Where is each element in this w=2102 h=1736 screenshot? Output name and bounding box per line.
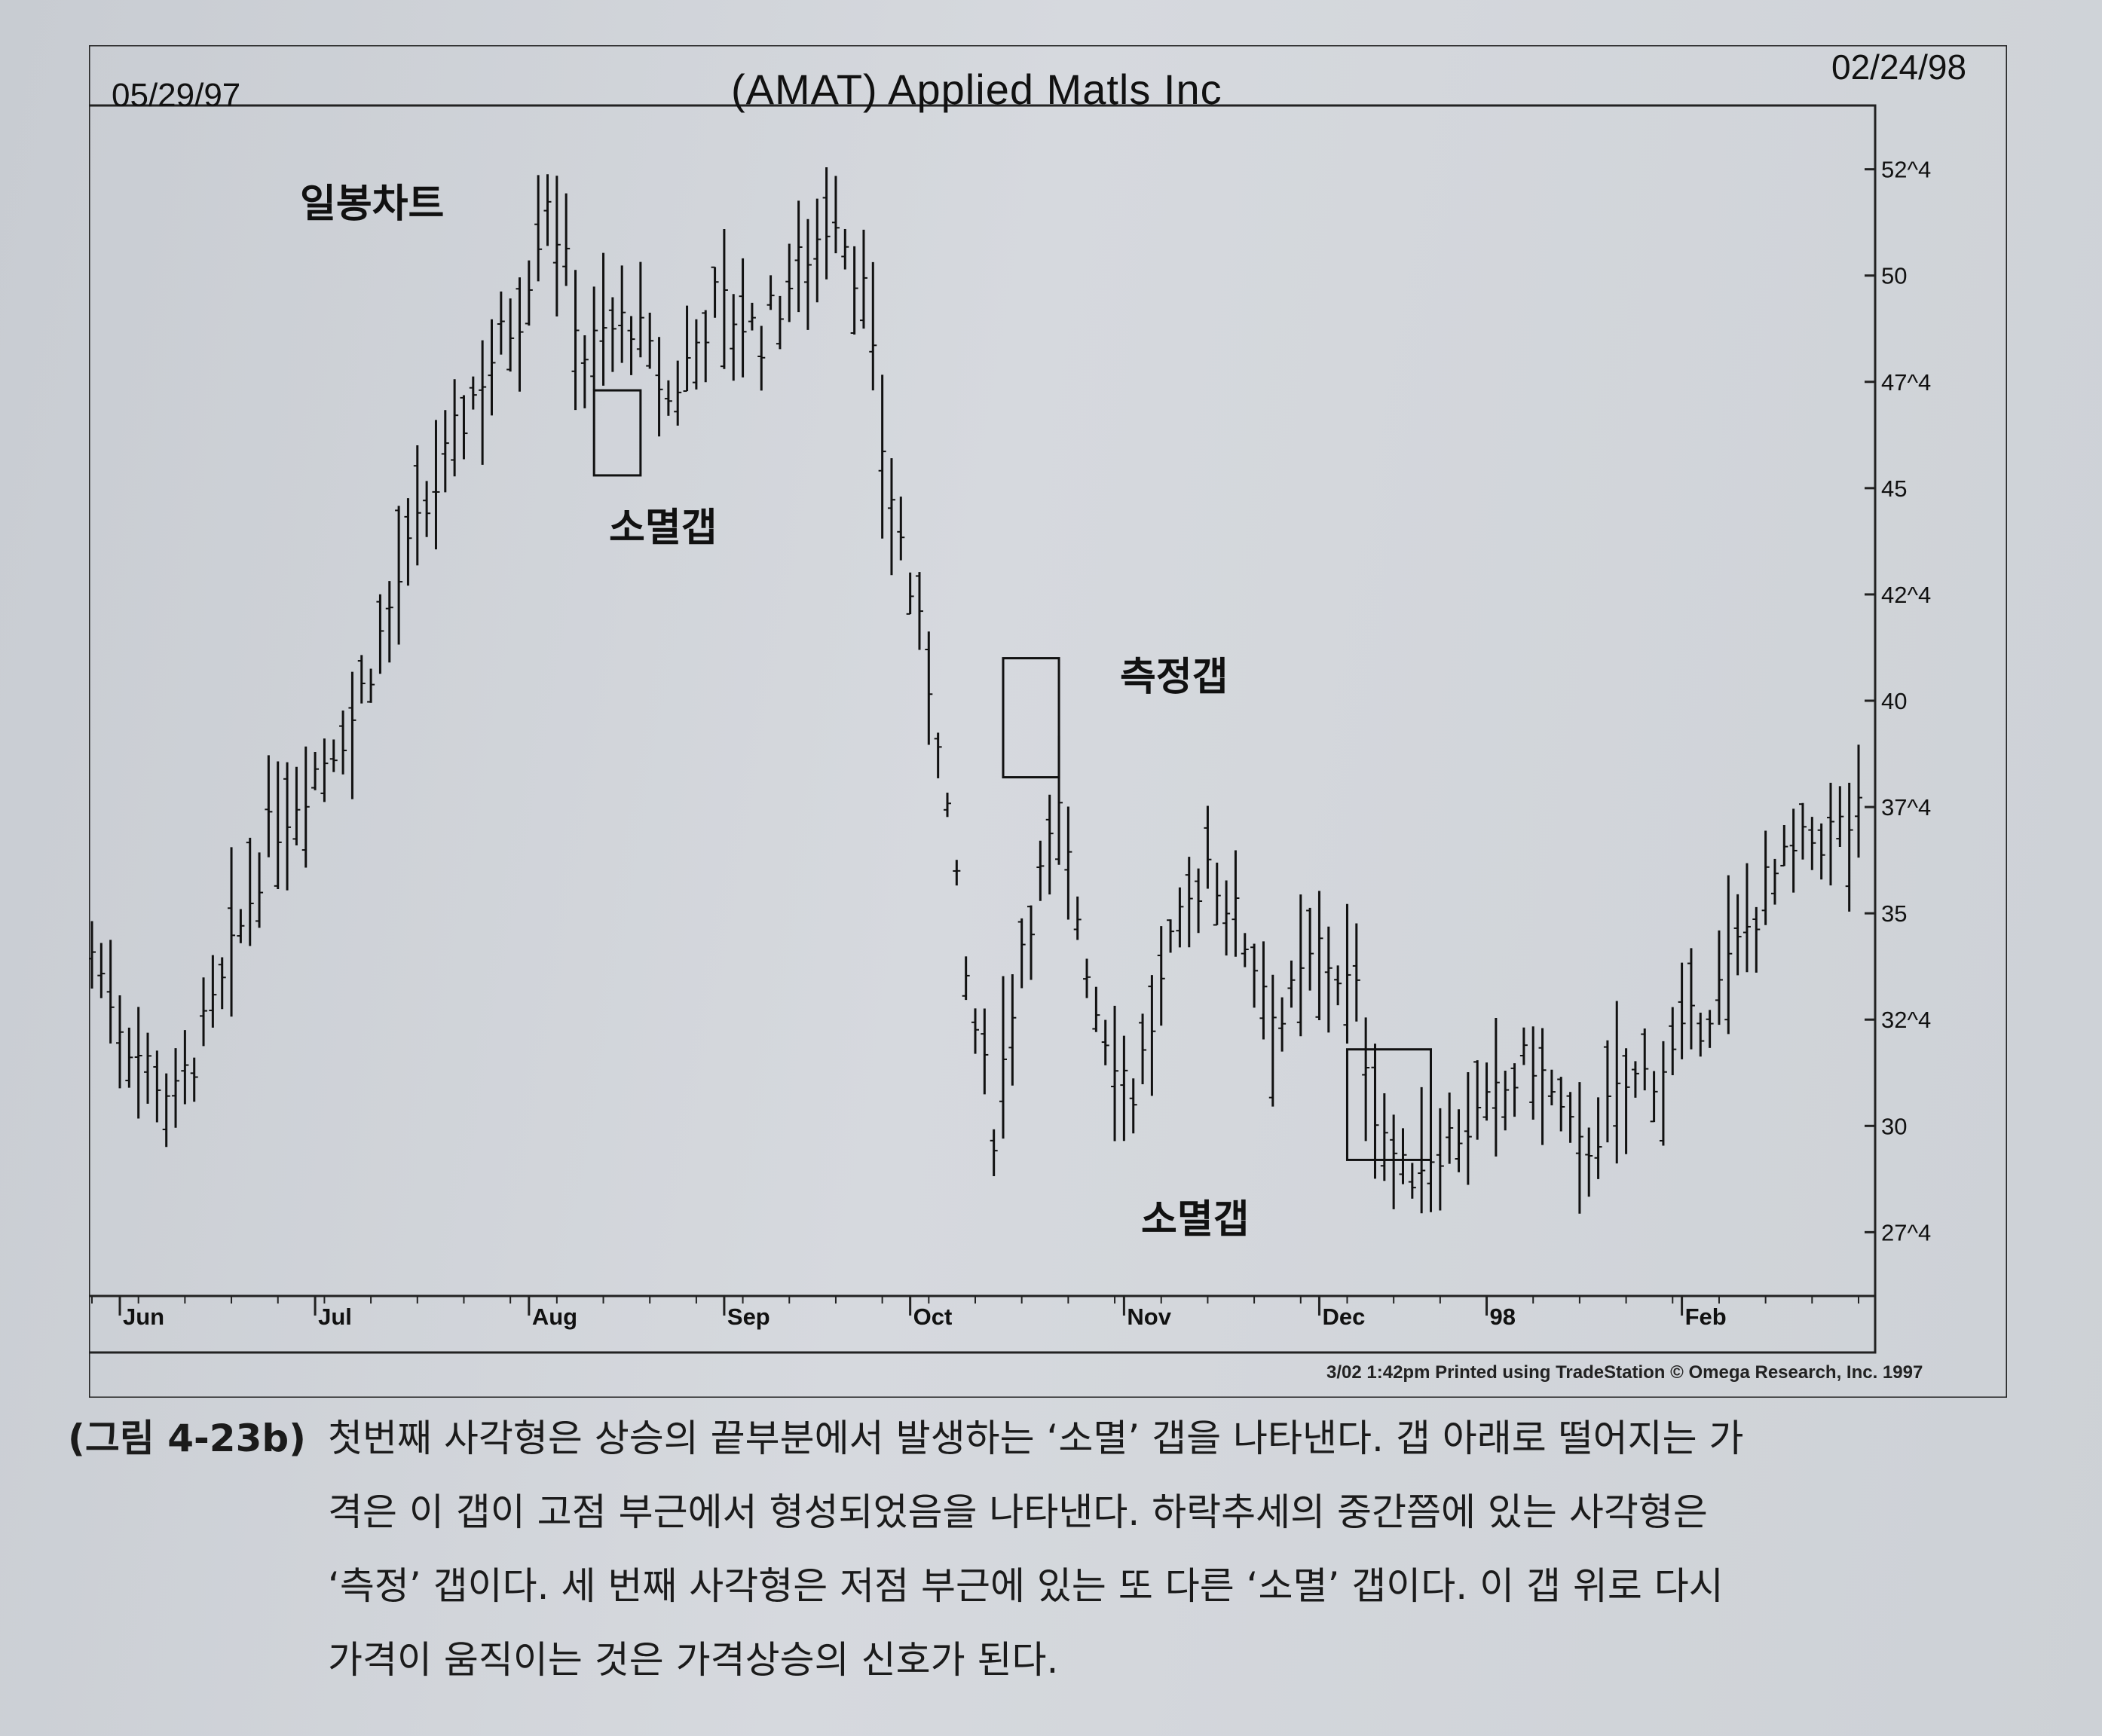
y-tick-label: 30 <box>1881 1113 1907 1139</box>
x-month-label: Dec <box>1322 1304 1365 1330</box>
y-tick-label: 52^4 <box>1881 157 1931 183</box>
gap-box <box>1345 1048 1433 1161</box>
x-month-label: Feb <box>1685 1304 1727 1330</box>
chart-frame: 52^4 50 47^4 45 42^4 40 37^4 35 32^4 30 27^4 Jun Ju… <box>89 45 2007 1398</box>
x-month-label: 98 <box>1490 1304 1516 1330</box>
x-month-label: Oct <box>913 1304 953 1330</box>
caption-line: ‘측정’ 갭이다. 세 번째 사각형은 저점 부근에 있는 또 다른 ‘소멸’ … <box>328 1564 1724 1608</box>
annotation-measuring-gap: 측정갭 <box>1120 655 1228 700</box>
gap-boxes <box>592 389 1433 1161</box>
footer-credit: 3/02 1:42pm Printed using TradeStation ©… <box>1326 1362 1923 1383</box>
chart-title: (AMAT) Applied Matls Inc <box>731 66 1222 113</box>
x-month-label: Aug <box>532 1304 577 1330</box>
x-month-label: Jun <box>123 1304 164 1330</box>
outer-border <box>89 45 2007 1398</box>
x-axis: Jun Jul Aug Sep Oct Nov Dec 98 Feb <box>91 1296 1859 1330</box>
caption-line: 격은 이 갭이 고점 부근에서 형성되었음을 나타낸다. 하락추세의 중간쯤에 … <box>328 1490 1708 1534</box>
gap-box <box>1002 657 1060 779</box>
plot-area <box>89 104 1877 1354</box>
x-month-label: Nov <box>1127 1304 1171 1330</box>
y-tick-label: 37^4 <box>1881 794 1931 821</box>
chart-type-label: 일봉차트 <box>300 182 445 227</box>
y-tick-label: 50 <box>1881 263 1907 289</box>
caption-line: 가격이 움직이는 것은 가격상승의 신호가 된다. <box>328 1638 1059 1682</box>
annotation-exhaustion-gap-1: 소멸갭 <box>609 506 717 551</box>
y-tick-label: 42^4 <box>1881 582 1931 608</box>
y-tick-label: 45 <box>1881 475 1907 502</box>
y-axis: 52^4 50 47^4 45 42^4 40 37^4 35 32^4 30 27^4 <box>1865 157 1931 1245</box>
start-date: 05/29/97 <box>112 77 241 114</box>
y-tick-label: 32^4 <box>1881 1007 1931 1033</box>
y-tick-label: 47^4 <box>1881 369 1931 396</box>
price-bars <box>89 167 1862 1214</box>
x-month-label: Sep <box>727 1304 770 1330</box>
y-tick-label: 35 <box>1881 900 1907 927</box>
y-tick-label: 27^4 <box>1881 1219 1931 1245</box>
x-month-label: Jul <box>318 1304 352 1330</box>
annotation-exhaustion-gap-2: 소멸갭 <box>1141 1197 1250 1242</box>
caption-label: (그림 4-23b) <box>68 1417 307 1460</box>
caption-line: 첫번째 사각형은 상승의 끝부분에서 발생하는 ‘소멸’ 갭을 나타낸다. 갭 … <box>328 1417 1744 1460</box>
y-tick-label: 40 <box>1881 688 1907 714</box>
gap-box <box>592 389 642 477</box>
end-date: 02/24/98 <box>1831 47 1967 87</box>
